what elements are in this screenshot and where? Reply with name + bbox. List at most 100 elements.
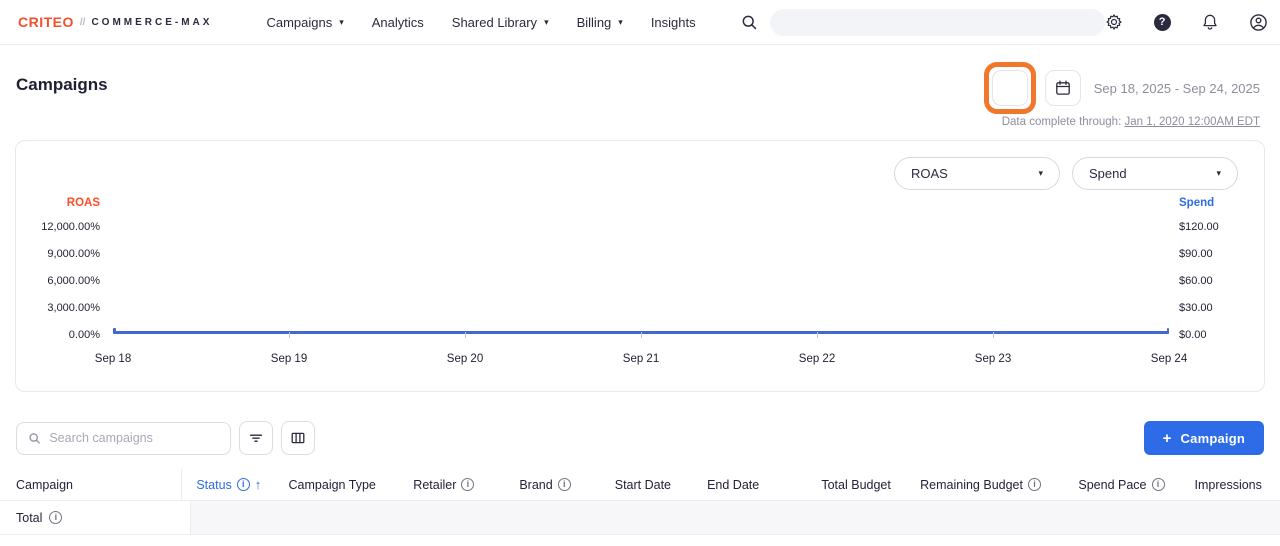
column-header-label: End Date xyxy=(707,477,760,492)
chevron-down-icon: ▾ xyxy=(544,16,549,27)
column-header-label: Start Date xyxy=(614,477,672,492)
chevron-down-icon: ▾ xyxy=(1038,168,1043,178)
column-header-label: Brand xyxy=(519,477,553,492)
nav-search xyxy=(740,8,1105,36)
column-header-campaign[interactable]: Campaign xyxy=(0,469,183,500)
column-header-label: Remaining Budget xyxy=(920,477,1023,492)
settings-icon[interactable] xyxy=(1105,13,1124,32)
x-axis-tick xyxy=(465,332,466,338)
table-header-row: Campaign Status i ↑ Campaign Type Retailer i Br… xyxy=(0,469,1280,501)
columns-icon xyxy=(291,432,305,444)
info-icon[interactable]: i xyxy=(557,478,571,491)
help-glyph: ? xyxy=(1153,13,1171,31)
column-header-end-date[interactable]: End Date xyxy=(689,469,776,500)
nav-item-label: Insights xyxy=(650,14,696,30)
column-header-total-budget[interactable]: Total Budget xyxy=(777,469,891,500)
nav-item-billing[interactable]: Billing ▾ xyxy=(563,7,637,38)
date-range-text: Sep 18, 2025 - Sep 24, 2025 xyxy=(1093,80,1260,96)
column-header-label: Campaign Type xyxy=(288,477,376,492)
search-icon xyxy=(29,432,40,444)
data-complete-label: Data complete through: xyxy=(1001,116,1122,128)
total-cell: Total i xyxy=(0,501,191,534)
page-title: Campaigns xyxy=(16,75,108,94)
nav-item-campaigns[interactable]: Campaigns ▾ xyxy=(252,7,357,38)
campaign-search-input[interactable] xyxy=(49,431,219,445)
nav-item-label: Shared Library xyxy=(451,14,538,30)
date-controls: Sep 18, 2025 - Sep 24, 2025 xyxy=(983,62,1260,114)
column-header-impressions[interactable]: Impressions xyxy=(1165,469,1280,500)
right-axis-tick: $30.00 xyxy=(1179,302,1213,314)
performance-chart-card: ROAS ▾ Spend ▾ ROAS Spend 12,000.00% 9,00… xyxy=(15,140,1265,392)
column-header-start-date[interactable]: Start Date xyxy=(596,469,689,500)
info-icon[interactable]: i xyxy=(49,511,63,524)
nav-item-shared-library[interactable]: Shared Library ▾ xyxy=(438,7,563,38)
info-icon[interactable]: i xyxy=(236,478,250,491)
column-header-label: Status xyxy=(196,477,232,492)
secondary-metric-dropdown[interactable]: Spend ▾ xyxy=(1072,157,1238,190)
create-campaign-label: Campaign xyxy=(1180,430,1245,446)
x-axis-label: Sep 18 xyxy=(94,353,132,365)
help-icon[interactable]: ? xyxy=(1153,13,1172,32)
info-icon[interactable]: i xyxy=(1151,478,1165,491)
filter-button[interactable] xyxy=(239,421,273,455)
plus-icon: + xyxy=(1162,429,1172,447)
chevron-down-icon: ▾ xyxy=(339,16,344,27)
column-header-label: Total Budget xyxy=(821,477,891,492)
column-header-retailer[interactable]: Retailer i xyxy=(394,469,494,500)
nav-item-analytics[interactable]: Analytics xyxy=(358,7,438,38)
left-axis-tick: 9,000.00% xyxy=(47,248,100,260)
columns-button[interactable] xyxy=(281,421,315,455)
column-header-label: Retailer xyxy=(413,477,457,492)
notifications-icon[interactable] xyxy=(1201,13,1220,32)
logo-commerce-max-text: COMMERCE-MAX xyxy=(91,16,213,28)
left-axis-label: ROAS xyxy=(66,197,100,209)
column-header-remaining-budget[interactable]: Remaining Budget i xyxy=(891,469,1041,500)
column-header-brand[interactable]: Brand i xyxy=(494,469,597,500)
column-header-spend-pace[interactable]: Spend Pace i xyxy=(1041,469,1165,500)
data-complete-note: Data complete through: Jan 1, 2020 12:00… xyxy=(1002,116,1260,128)
info-icon[interactable]: i xyxy=(461,478,475,491)
sort-asc-icon[interactable]: ↑ xyxy=(254,477,262,492)
x-axis-label: Sep 23 xyxy=(974,353,1012,365)
chevron-down-icon: ▾ xyxy=(618,16,623,27)
right-axis-tick: $0.00 xyxy=(1179,329,1207,341)
secondary-metric-value: Spend xyxy=(1089,166,1127,181)
column-header-label: Impressions xyxy=(1194,477,1262,492)
column-header-label: Spend Pace xyxy=(1078,477,1147,492)
x-axis-tick xyxy=(289,332,290,338)
primary-metric-value: ROAS xyxy=(911,166,948,181)
right-axis-tick: $60.00 xyxy=(1179,275,1213,287)
create-campaign-button[interactable]: + Campaign xyxy=(1143,421,1264,455)
chart-metric-dropdowns: ROAS ▾ Spend ▾ xyxy=(894,157,1238,190)
x-axis-label: Sep 20 xyxy=(446,353,484,365)
total-label: Total xyxy=(16,510,43,525)
search-icon xyxy=(740,13,759,32)
primary-metric-dropdown[interactable]: ROAS ▾ xyxy=(894,157,1060,190)
filter-icon xyxy=(249,434,263,442)
left-axis-tick: 3,000.00% xyxy=(47,302,100,314)
criteo-logo[interactable]: CRITEO // COMMERCE-MAX xyxy=(18,14,212,30)
info-icon[interactable]: i xyxy=(1027,478,1041,491)
campaigns-table: Campaign Status i ↑ Campaign Type Retailer i Br… xyxy=(0,469,1280,535)
nav-item-label: Billing xyxy=(576,14,612,30)
x-axis-label: Sep 24 xyxy=(1150,353,1188,365)
account-icon[interactable] xyxy=(1249,13,1268,32)
logo-separator: // xyxy=(79,16,86,28)
nav-item-label: Analytics xyxy=(371,14,424,30)
right-axis-tick: $90.00 xyxy=(1179,248,1213,260)
column-header-label: Campaign xyxy=(16,477,73,492)
column-header-status[interactable]: Status i ↑ xyxy=(182,469,270,500)
date-picker-button[interactable] xyxy=(1044,70,1081,106)
x-axis-label: Sep 22 xyxy=(798,353,836,365)
campaign-search-box xyxy=(16,421,231,455)
data-complete-link[interactable]: Jan 1, 2020 12:00AM EDT xyxy=(1124,116,1260,128)
left-axis-tick: 6,000.00% xyxy=(47,275,100,287)
nav-item-insights[interactable]: Insights xyxy=(637,7,710,38)
nav-items: Campaigns ▾ Analytics Shared Library ▾ Billin… xyxy=(252,7,709,38)
history-button[interactable] xyxy=(991,70,1028,106)
logo-criteo-text: CRITEO xyxy=(18,14,74,30)
table-total-row: Total i xyxy=(0,501,1280,535)
calendar-icon xyxy=(1055,80,1070,95)
column-header-campaign-type[interactable]: Campaign Type xyxy=(270,469,394,500)
nav-search-input[interactable] xyxy=(769,8,1105,36)
